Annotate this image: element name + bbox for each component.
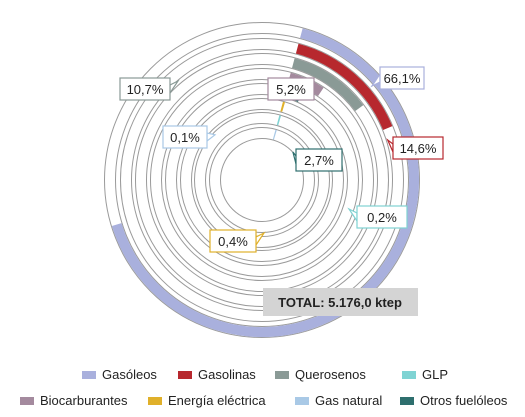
legend-item: Gasolinas	[178, 367, 256, 382]
label-value: 0,1%	[170, 130, 200, 145]
label-box	[119, 77, 171, 101]
ring-outline	[180, 98, 344, 262]
label-value: 10,7%	[127, 82, 164, 97]
label-box	[209, 229, 257, 253]
legend-swatch	[20, 397, 34, 405]
legend-label: GLP	[422, 367, 448, 382]
label-value: 14,6%	[400, 141, 437, 156]
label-value: 0,2%	[367, 210, 397, 225]
ring-outline	[120, 38, 404, 322]
ring-outline	[176, 94, 348, 266]
label-box	[392, 136, 444, 160]
ring-outline	[165, 83, 359, 277]
data-label: 0,2%	[347, 205, 408, 229]
data-labels: 66,1% 14,6% 10,7% 5,2% 2,7% 0,4% 0,2% 0,1%	[119, 66, 444, 253]
legend-label: Gasolinas	[198, 367, 256, 382]
legend-label: Energía eléctrica	[168, 393, 266, 408]
legend-item: Otros fuelóleos	[400, 393, 508, 408]
data-label: 0,4%	[209, 229, 266, 253]
legend-item: Gas natural	[295, 393, 382, 408]
legend: Gasóleos Gasolinas Querosenos GLP Biocarbura…	[20, 367, 508, 408]
label-value: 2,7%	[304, 153, 334, 168]
legend-item: Biocarburantes	[20, 393, 128, 408]
ring-outline	[135, 53, 389, 307]
legend-label: Biocarburantes	[40, 393, 128, 408]
legend-item: Energía eléctrica	[148, 393, 266, 408]
label-value: 5,2%	[276, 82, 306, 97]
label-box	[356, 205, 408, 229]
legend-swatch	[82, 371, 96, 379]
arc-energ-a-el-ctrica	[280, 101, 286, 112]
arc-gasolinas	[295, 43, 393, 131]
label-box	[162, 125, 208, 149]
data-label: 2,7%	[292, 148, 343, 172]
legend-swatch	[148, 397, 162, 405]
label-box	[295, 148, 343, 172]
legend-label: Gas natural	[315, 393, 382, 408]
ring-outline	[115, 33, 409, 327]
total-box-bg	[263, 288, 418, 316]
ring-outline	[209, 127, 315, 233]
ring-outline	[161, 79, 363, 281]
legend-item: Querosenos	[275, 367, 366, 382]
ring-outline	[205, 123, 319, 237]
data-label: 5,2%	[267, 77, 315, 101]
legend-swatch	[400, 397, 414, 405]
ring-outline	[104, 22, 420, 338]
legend-item: GLP	[402, 367, 448, 382]
total-box: TOTAL: 5.176,0 ktep	[263, 288, 418, 316]
legend-swatch	[275, 371, 289, 379]
legend-swatch	[402, 371, 416, 379]
data-label: 14,6%	[386, 136, 444, 160]
total-label: TOTAL: 5.176,0 ktep	[278, 295, 402, 310]
label-value: 66,1%	[384, 71, 421, 86]
data-label: 0,1%	[162, 125, 217, 149]
ring-outline	[146, 64, 378, 296]
label-box	[267, 77, 315, 101]
legend-swatch	[178, 371, 192, 379]
ring-tracks	[104, 22, 420, 338]
label-value: 0,4%	[218, 234, 248, 249]
label-box	[379, 66, 425, 90]
legend-label: Otros fuelóleos	[420, 393, 508, 408]
label-pointer	[255, 231, 266, 247]
label-pointer	[206, 132, 217, 143]
legend-swatch	[295, 397, 309, 405]
ring-outline	[131, 49, 393, 311]
ring-outline	[150, 68, 374, 292]
ring-outline	[191, 109, 333, 251]
ring-outline	[194, 112, 330, 248]
data-label: 66,1%	[370, 66, 425, 90]
ring-outline	[220, 138, 304, 222]
data-label: 10,7%	[119, 77, 180, 101]
arc-querosenos	[291, 58, 364, 112]
legend-label: Gasóleos	[102, 367, 157, 382]
legend-label: Querosenos	[295, 367, 366, 382]
legend-item: Gasóleos	[82, 367, 157, 382]
